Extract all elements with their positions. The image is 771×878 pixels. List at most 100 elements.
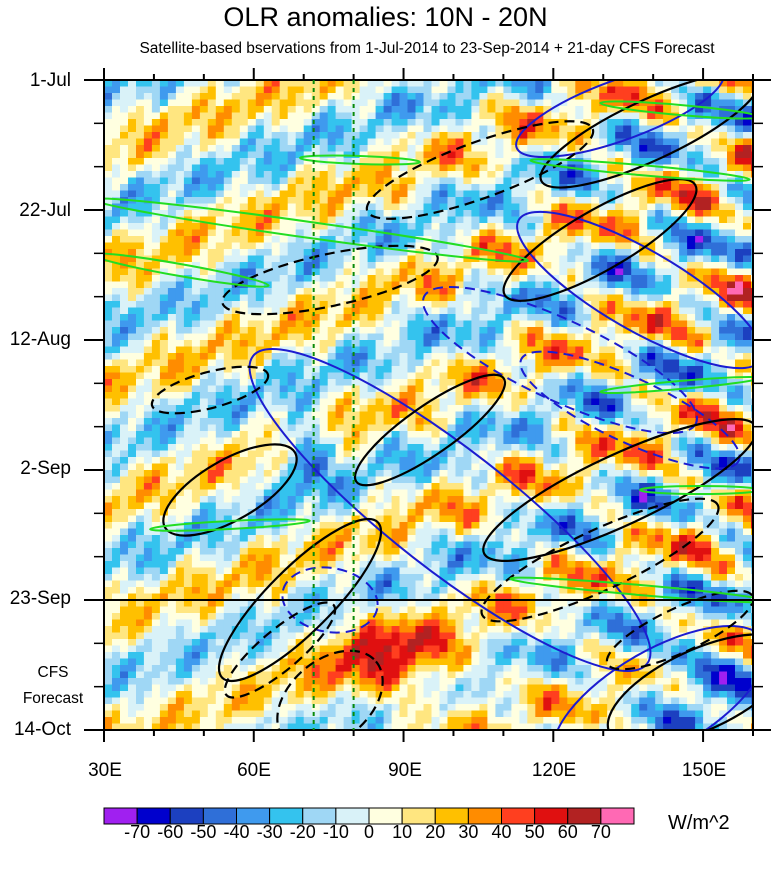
field-cell bbox=[551, 99, 560, 107]
field-cell bbox=[359, 444, 369, 452]
field-cell bbox=[487, 307, 496, 315]
field-cell bbox=[431, 216, 441, 224]
field-cell bbox=[183, 359, 193, 367]
field-cell bbox=[215, 106, 225, 114]
field-cell bbox=[719, 112, 728, 120]
field-cell bbox=[112, 392, 121, 400]
field-cell bbox=[311, 424, 321, 432]
field-cell bbox=[311, 450, 321, 458]
field-cell bbox=[263, 379, 273, 387]
field-cell bbox=[599, 255, 608, 263]
field-cell bbox=[375, 203, 385, 211]
field-cell bbox=[527, 138, 536, 146]
field-cell bbox=[551, 281, 560, 289]
field-cell bbox=[535, 106, 544, 114]
field-cell bbox=[159, 164, 169, 172]
field-cell bbox=[367, 301, 377, 309]
field-cell bbox=[471, 275, 480, 283]
field-cell bbox=[359, 80, 369, 88]
field-cell bbox=[727, 385, 736, 393]
field-cell bbox=[239, 392, 249, 400]
field-cell bbox=[247, 93, 257, 101]
field-cell bbox=[631, 268, 640, 276]
field-cell bbox=[639, 119, 648, 127]
field-cell bbox=[535, 119, 544, 127]
field-cell bbox=[239, 327, 249, 335]
field-cell bbox=[679, 164, 688, 172]
field-cell bbox=[495, 158, 504, 166]
field-cell bbox=[719, 249, 728, 257]
field-cell bbox=[159, 372, 169, 380]
field-cell bbox=[567, 158, 576, 166]
field-cell bbox=[359, 236, 369, 244]
field-cell bbox=[104, 463, 113, 471]
field-cell bbox=[647, 418, 656, 426]
field-cell bbox=[112, 223, 121, 231]
field-cell bbox=[136, 229, 145, 237]
field-cell bbox=[120, 294, 129, 302]
field-cell bbox=[199, 119, 209, 127]
field-cell bbox=[231, 346, 241, 354]
field-cell bbox=[431, 164, 441, 172]
field-cell bbox=[383, 359, 393, 367]
field-cell bbox=[471, 346, 480, 354]
field-cell bbox=[623, 151, 632, 159]
field-cell bbox=[615, 242, 624, 250]
field-cell bbox=[575, 437, 584, 445]
field-cell bbox=[503, 346, 512, 354]
field-cell bbox=[271, 93, 281, 101]
field-cell bbox=[599, 190, 608, 198]
field-cell bbox=[503, 93, 512, 101]
field-cell bbox=[183, 106, 193, 114]
field-cell bbox=[199, 249, 209, 257]
field-cell bbox=[112, 398, 121, 406]
field-cell bbox=[391, 294, 401, 302]
field-cell bbox=[399, 333, 409, 341]
field-cell bbox=[359, 197, 369, 205]
field-cell bbox=[623, 340, 632, 348]
field-cell bbox=[583, 268, 592, 276]
field-cell bbox=[551, 158, 560, 166]
field-cell bbox=[583, 307, 592, 315]
field-cell bbox=[663, 158, 672, 166]
field-cell bbox=[167, 197, 177, 205]
field-cell bbox=[719, 366, 728, 374]
field-cell bbox=[327, 112, 337, 120]
field-cell bbox=[207, 145, 217, 153]
field-cell bbox=[431, 184, 441, 192]
field-cell bbox=[711, 275, 720, 283]
field-cell bbox=[175, 411, 185, 419]
field-cell bbox=[607, 268, 616, 276]
field-cell bbox=[655, 431, 664, 439]
field-cell bbox=[623, 236, 632, 244]
field-cell bbox=[223, 444, 233, 452]
field-cell bbox=[104, 184, 113, 192]
field-cell bbox=[599, 106, 608, 114]
field-cell bbox=[335, 333, 345, 341]
field-cell bbox=[391, 372, 401, 380]
field-cell bbox=[463, 418, 472, 426]
field-cell bbox=[599, 424, 608, 432]
field-cell bbox=[391, 249, 401, 257]
field-cell bbox=[207, 450, 217, 458]
field-cell bbox=[591, 275, 600, 283]
field-cell bbox=[431, 80, 441, 88]
field-cell bbox=[487, 138, 496, 146]
field-cell bbox=[503, 249, 512, 257]
field-cell bbox=[263, 190, 273, 198]
field-cell bbox=[671, 444, 680, 452]
field-cell bbox=[159, 359, 169, 367]
field-cell bbox=[199, 145, 209, 153]
field-cell bbox=[143, 385, 153, 393]
field-cell bbox=[655, 190, 664, 198]
field-cell bbox=[391, 444, 401, 452]
field-cell bbox=[607, 457, 616, 465]
field-cell bbox=[311, 307, 321, 315]
field-cell bbox=[559, 327, 568, 335]
field-cell bbox=[671, 171, 680, 179]
field-cell bbox=[335, 145, 345, 153]
field-cell bbox=[607, 132, 616, 140]
field-cell bbox=[727, 223, 736, 231]
field-cell bbox=[383, 177, 393, 185]
field-cell bbox=[567, 145, 576, 153]
